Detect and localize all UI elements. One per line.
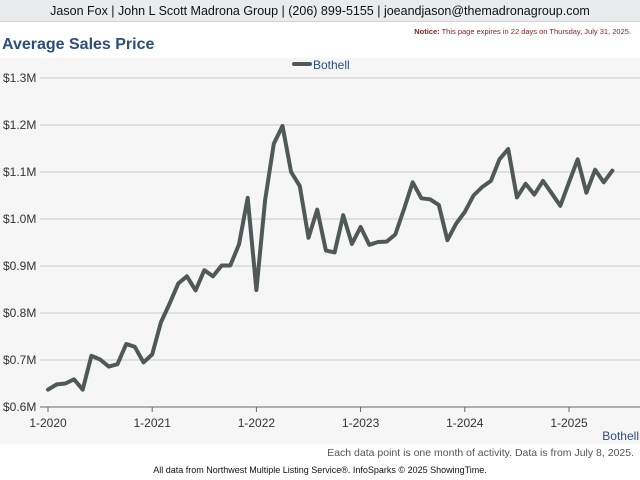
x-tick-label: 1-2020 — [29, 416, 67, 430]
data-source: All data from Northwest Multiple Listing… — [153, 465, 487, 475]
y-tick-label: $0.9M — [3, 259, 36, 273]
y-tick-label: $0.7M — [3, 353, 36, 367]
y-tick-label: $1.1M — [3, 165, 36, 179]
x-tick-label: 1-2021 — [134, 416, 172, 430]
x-tick-label: 1-2025 — [550, 416, 588, 430]
x-tick-label: 1-2023 — [342, 416, 380, 430]
x-tick-label: 1-2024 — [446, 416, 484, 430]
series-lines — [46, 123, 615, 392]
series-end-label: Bothell — [602, 429, 639, 443]
plot-background — [0, 58, 640, 444]
y-tick-label: $1.2M — [3, 118, 36, 132]
x-tick-label: 1-2022 — [238, 416, 276, 430]
series-line-bothell — [46, 123, 615, 392]
y-axis: $0.6M $0.7M $0.8M $0.9M $1.0M $1.1M $1.2M $1.3M — [3, 71, 36, 414]
data-note: Each data point is one month of activity… — [327, 447, 634, 459]
notice-label: Notice: — [414, 27, 440, 36]
expiry-notice: Notice: This page expires in 22 days on … — [414, 27, 631, 36]
chart-title: Average Sales Price — [2, 36, 155, 53]
legend-label: Bothell — [313, 58, 350, 72]
y-tick-label: $0.6M — [3, 400, 36, 414]
contact-text: Jason Fox | John L Scott Madrona Group |… — [50, 4, 590, 18]
legend[interactable]: Bothell — [292, 58, 350, 72]
y-tick-label: $1.3M — [3, 71, 36, 85]
contact-banner: Jason Fox | John L Scott Madrona Group |… — [0, 0, 640, 22]
y-tick-label: $1.0M — [3, 212, 36, 226]
gridlines — [40, 77, 640, 408]
x-axis: 1-2020 1-2021 1-2022 1-2023 1-2024 1-2025 — [29, 406, 640, 430]
notice-text: This page expires in 22 days on Thursday… — [441, 27, 631, 36]
y-tick-label: $0.8M — [3, 306, 36, 320]
series-end-label-group: Bothell — [602, 429, 639, 443]
